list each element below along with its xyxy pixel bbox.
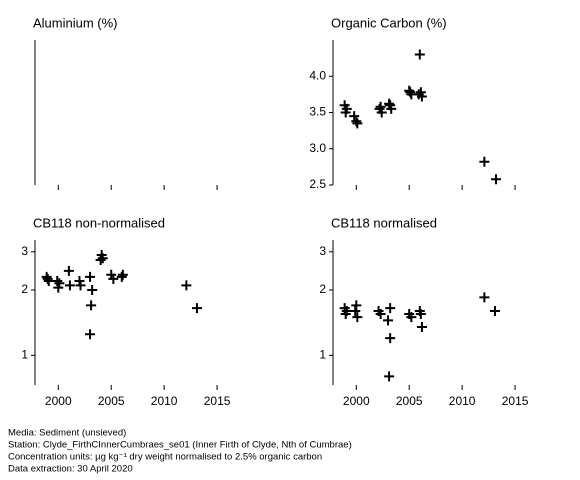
point — [340, 107, 351, 118]
point — [181, 280, 192, 291]
x-tick-label: 2000 — [45, 394, 72, 408]
point — [349, 111, 360, 122]
point — [340, 309, 351, 320]
point — [352, 312, 363, 323]
point — [384, 371, 395, 382]
y-tick-label: 4.0 — [309, 68, 326, 82]
point — [491, 174, 502, 185]
footer-line: Media: Sediment (unsieved) — [8, 428, 126, 439]
point — [97, 253, 108, 264]
point — [350, 306, 361, 317]
panel-title: Aluminium (%) — [33, 15, 118, 30]
point — [85, 329, 96, 340]
point — [54, 278, 65, 289]
point — [386, 103, 397, 114]
point — [87, 285, 98, 296]
point — [63, 265, 74, 276]
y-tick-label: 2 — [21, 282, 28, 296]
point — [117, 269, 128, 280]
point — [376, 107, 387, 118]
y-tick-label: 3 — [319, 244, 326, 258]
point — [191, 303, 202, 314]
point — [351, 300, 362, 311]
point — [383, 315, 394, 326]
x-tick-label: 2005 — [396, 394, 423, 408]
point — [43, 276, 54, 287]
point — [489, 306, 500, 317]
point — [414, 49, 425, 60]
point — [86, 300, 97, 311]
point — [415, 87, 426, 98]
point — [375, 309, 386, 320]
point — [53, 282, 64, 293]
y-tick-label: 3.0 — [309, 141, 326, 155]
y-tick-label: 1 — [319, 348, 326, 362]
y-tick-label: 2 — [319, 282, 326, 296]
point — [375, 101, 386, 112]
panel-title: CB118 normalised — [331, 215, 437, 230]
x-tick-label: 2010 — [449, 394, 476, 408]
x-tick-label: 2010 — [151, 394, 178, 408]
point — [352, 118, 363, 129]
point — [413, 89, 424, 100]
point — [385, 333, 396, 344]
point — [95, 254, 106, 265]
y-tick-label: 2.5 — [309, 177, 326, 191]
x-tick-label: 2005 — [98, 394, 125, 408]
point — [64, 280, 75, 291]
point — [116, 271, 127, 282]
point — [416, 322, 427, 333]
panel-title: CB118 non-normalised — [33, 215, 165, 230]
point — [75, 280, 86, 291]
point — [384, 98, 395, 109]
y-tick-label: 3.5 — [309, 105, 326, 119]
point — [42, 273, 53, 284]
footer-line: Station: Clyde_FirthCInnerCumbraes_se01 … — [8, 440, 352, 451]
x-tick-label: 2000 — [343, 394, 370, 408]
panel-title: Organic Carbon (%) — [331, 15, 447, 30]
point — [405, 87, 416, 98]
x-tick-label: 2015 — [204, 394, 231, 408]
footer-line: Data extraction: 30 April 2020 — [8, 464, 133, 475]
point — [479, 156, 490, 167]
point — [74, 276, 85, 287]
x-tick-label: 2015 — [502, 394, 529, 408]
point — [52, 276, 63, 287]
point — [415, 309, 426, 320]
point — [479, 292, 490, 303]
footer-line: Concentration units: µg kg⁻¹ dry weight … — [8, 452, 322, 463]
y-tick-label: 3 — [21, 244, 28, 258]
point — [406, 312, 417, 323]
point — [85, 271, 96, 282]
point — [351, 116, 362, 127]
y-tick-label: 1 — [21, 348, 28, 362]
point — [385, 303, 396, 314]
point — [108, 273, 119, 284]
